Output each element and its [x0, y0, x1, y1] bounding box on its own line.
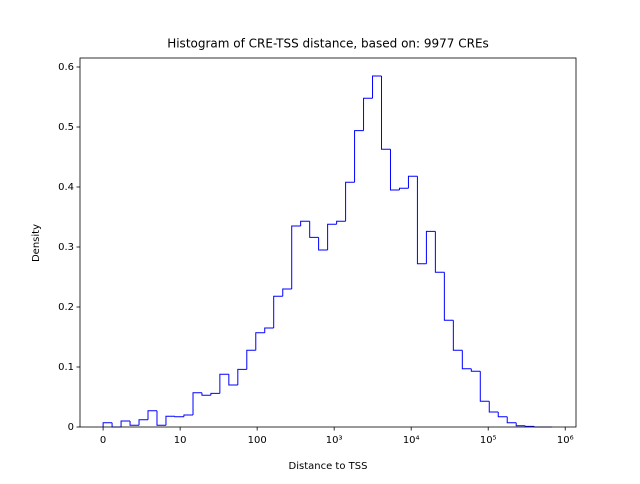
histogram-step — [237, 368, 247, 385]
histogram-step — [470, 368, 481, 372]
x-axis-label: Distance to TSS — [289, 461, 368, 472]
histogram-step — [497, 412, 508, 418]
histogram-step — [336, 220, 346, 225]
histogram-step — [291, 225, 301, 289]
histogram-step — [138, 419, 149, 426]
histogram-step — [327, 223, 337, 250]
histogram-step — [300, 220, 310, 226]
histogram-step — [192, 392, 202, 415]
histogram-step — [318, 237, 328, 251]
histogram-step — [389, 149, 400, 191]
histogram-step — [183, 414, 194, 417]
histogram-step — [282, 288, 292, 297]
histogram-step — [434, 231, 445, 273]
histogram-step — [273, 295, 283, 328]
histogram-step — [228, 374, 238, 386]
y-tick-label: 0.3 — [58, 242, 74, 253]
histogram-step — [524, 425, 535, 427]
histogram-step — [479, 371, 490, 402]
histogram-step — [461, 350, 472, 370]
histogram-step — [488, 401, 499, 413]
y-tick-label: 0.5 — [58, 122, 74, 133]
y-tick-label: 0.1 — [58, 362, 74, 373]
x-tick-label: 0 — [100, 435, 106, 446]
x-tick-label: 10⁶ — [557, 435, 574, 446]
histogram-step — [407, 175, 418, 189]
histogram-step — [174, 416, 184, 418]
histogram-step — [246, 349, 256, 370]
x-tick-label: 10⁴ — [403, 435, 420, 446]
histogram-step — [425, 230, 436, 264]
histogram-step — [210, 392, 220, 396]
histogram-step — [264, 327, 274, 333]
histogram-step — [201, 392, 211, 396]
x-tick-label: 100 — [248, 435, 267, 446]
histogram-step — [354, 130, 364, 183]
y-tick-label: 0.4 — [58, 182, 74, 193]
histogram-step — [372, 75, 382, 99]
histogram-step — [111, 422, 122, 428]
histogram-step — [102, 422, 113, 427]
histogram-step — [165, 415, 175, 426]
x-tick-label: 10⁵ — [480, 435, 497, 446]
histogram-step — [506, 416, 517, 424]
histogram-step — [452, 320, 463, 351]
histogram-step — [255, 332, 265, 351]
histogram-step — [156, 410, 166, 426]
histogram-step — [345, 181, 355, 222]
histogram-step — [219, 373, 229, 394]
histogram-step — [515, 422, 526, 427]
histogram-step — [398, 187, 409, 190]
histogram-step — [416, 176, 427, 265]
histogram-step — [309, 221, 319, 238]
histogram-step — [443, 272, 454, 321]
histogram-step — [363, 97, 373, 131]
y-axis-label: Density — [31, 224, 42, 262]
x-tick-label: 10³ — [326, 435, 343, 446]
histogram-step — [381, 76, 391, 150]
y-tick-label: 0.2 — [58, 302, 74, 313]
histogram-step — [129, 421, 140, 426]
histogram-step — [147, 410, 157, 420]
x-tick-label: 10 — [174, 435, 187, 446]
histogram-step — [120, 420, 131, 427]
y-tick-label: 0 — [68, 422, 74, 433]
y-tick-label: 0.6 — [58, 62, 74, 73]
chart-title: Histogram of CRE-TSS distance, based on:… — [167, 37, 489, 51]
plot-frame — [79, 57, 577, 428]
